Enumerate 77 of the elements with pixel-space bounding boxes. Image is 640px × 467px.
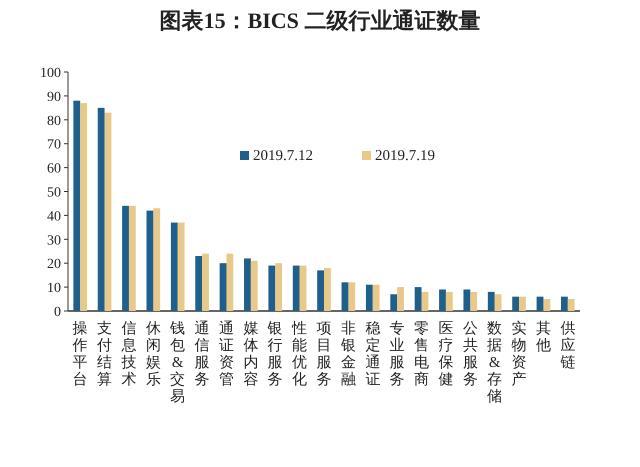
bar xyxy=(292,266,300,311)
x-tick-label: 零售电商 xyxy=(414,321,430,388)
x-tick-label: 专业服务 xyxy=(390,320,405,388)
bar xyxy=(560,296,568,311)
bar xyxy=(519,296,526,311)
x-tick-label: 银行服务 xyxy=(266,321,283,388)
y-tick-label: 30 xyxy=(47,233,61,248)
bar xyxy=(348,282,356,311)
x-tick-label: 操作平台 xyxy=(72,320,88,388)
x-tick-label: 通信服务 xyxy=(194,320,210,388)
bar xyxy=(422,292,428,311)
bar xyxy=(244,258,251,311)
y-tick-label: 70 xyxy=(47,138,61,153)
x-tick-label: 公共服务 xyxy=(462,320,478,388)
bar xyxy=(488,292,495,311)
bar xyxy=(220,263,226,311)
bar xyxy=(98,108,105,311)
bar xyxy=(317,270,324,311)
bar xyxy=(226,254,234,311)
legend-label: 2019.7.19 xyxy=(375,148,435,164)
bar xyxy=(568,299,575,311)
x-tick-label: 医疗保健 xyxy=(438,321,454,388)
y-tick-label: 60 xyxy=(47,162,61,177)
bar xyxy=(543,299,550,311)
bar xyxy=(104,112,112,311)
x-tick-label: 其他 xyxy=(536,320,551,354)
bar xyxy=(512,296,520,311)
legend-label: 2019.7.12 xyxy=(253,148,313,164)
x-tick-label: 数据&存储 xyxy=(487,321,502,405)
bar xyxy=(170,222,178,311)
bar xyxy=(390,294,398,311)
x-tick-label: 供应链 xyxy=(559,321,576,371)
bar xyxy=(397,287,404,311)
bar xyxy=(202,254,209,311)
x-tick-label: 实物资产 xyxy=(512,320,527,388)
bar xyxy=(122,206,129,311)
x-tick-label: 钱包&交易 xyxy=(169,321,186,405)
x-tick-label: 项目服务 xyxy=(316,321,332,388)
bar xyxy=(195,256,202,311)
x-tick-label: 支付结算 xyxy=(96,320,112,388)
bar xyxy=(470,292,478,311)
bar xyxy=(342,282,348,311)
bar xyxy=(153,208,160,311)
x-tick-label: 通证资管 xyxy=(218,320,234,388)
x-tick-label: 信息技术 xyxy=(120,320,136,388)
bar xyxy=(80,103,88,311)
x-tick-label: 非银金融 xyxy=(340,320,356,388)
x-tick-label: 稳定通证 xyxy=(365,320,380,388)
bar xyxy=(146,210,154,311)
y-tick-label: 10 xyxy=(47,281,61,296)
y-tick-label: 40 xyxy=(47,209,61,224)
bar xyxy=(275,263,282,311)
chart-title: 图表15：BICS 二级行业通证数量 xyxy=(160,8,480,33)
bar xyxy=(536,296,544,311)
bar xyxy=(128,206,136,311)
y-tick-label: 80 xyxy=(47,114,61,129)
bar xyxy=(268,266,276,311)
bar xyxy=(324,268,331,311)
bar xyxy=(73,100,80,311)
bar xyxy=(366,284,373,311)
y-tick-label: 0 xyxy=(54,305,61,320)
bar xyxy=(250,260,258,311)
bar xyxy=(446,292,453,311)
y-tick-label: 100 xyxy=(40,66,61,81)
y-tick-label: 20 xyxy=(47,257,61,272)
y-tick-label: 90 xyxy=(47,90,61,105)
x-tick-label: 性能优化 xyxy=(291,320,308,388)
bar xyxy=(300,266,306,311)
bar xyxy=(372,284,380,311)
bar xyxy=(178,222,185,311)
y-tick-label: 50 xyxy=(47,186,61,200)
x-tick-label: 媒体内容 xyxy=(243,321,258,388)
bar xyxy=(439,289,446,311)
bar xyxy=(463,289,470,311)
x-tick-label: 休闲娱乐 xyxy=(146,321,161,388)
bar xyxy=(494,294,502,311)
bar xyxy=(414,287,422,311)
